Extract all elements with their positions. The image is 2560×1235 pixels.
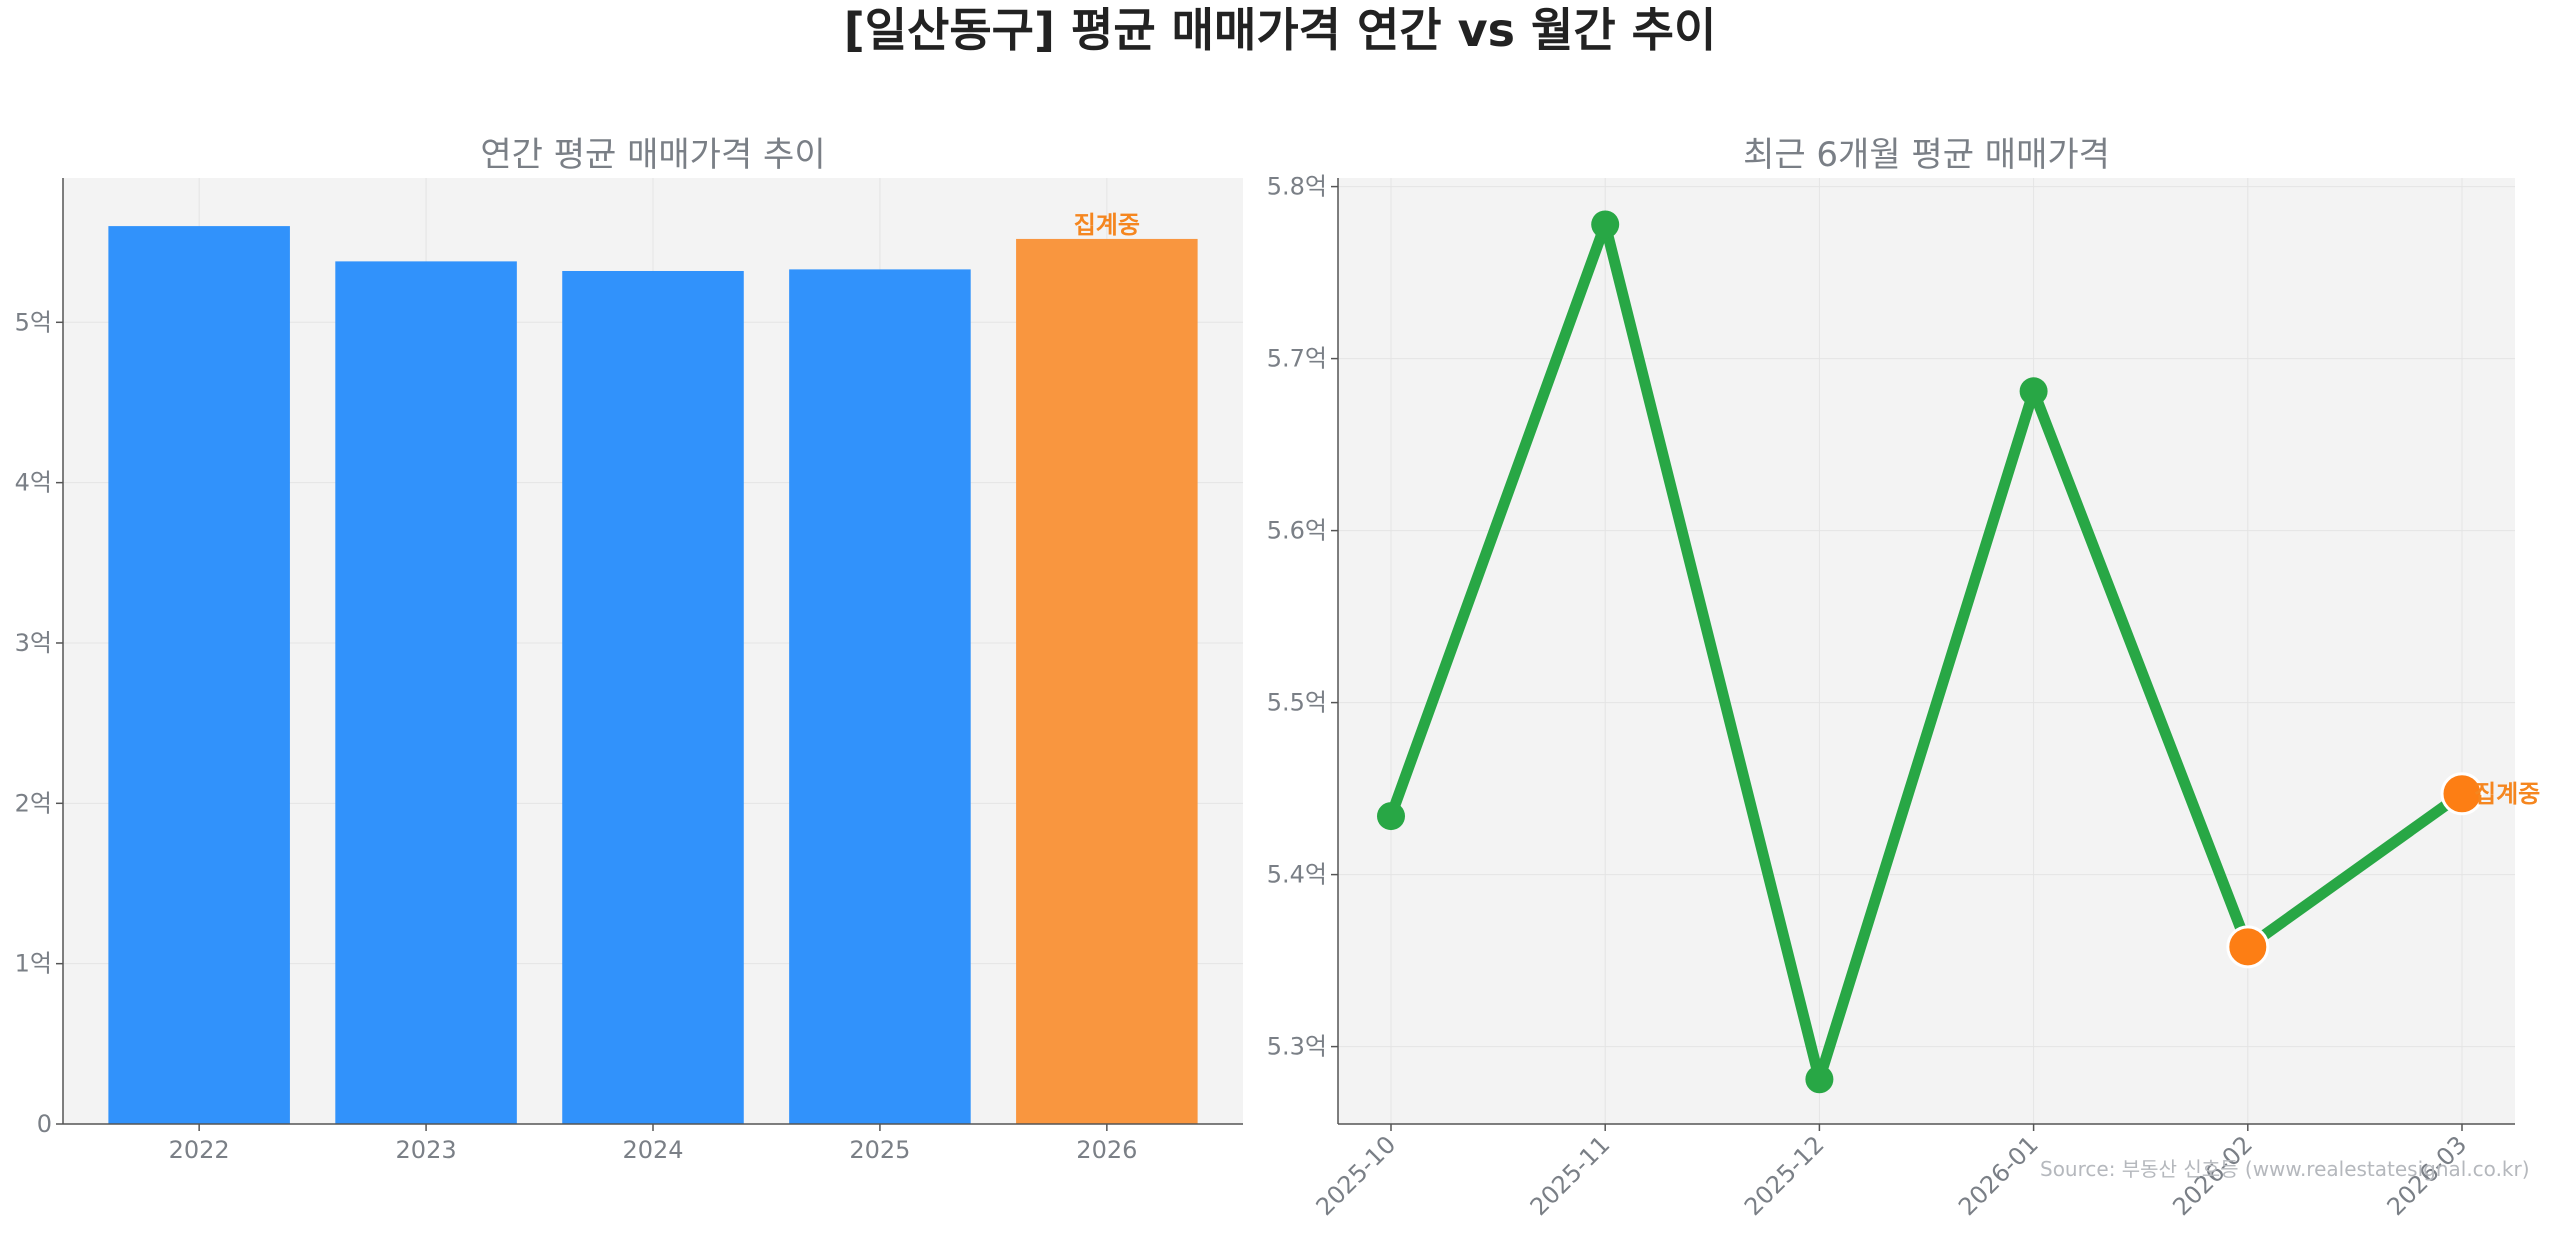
status-label-2026: 집계중 <box>1074 211 1140 239</box>
plot-area <box>1338 178 2515 1124</box>
y-tick-label: 1억 <box>15 950 52 978</box>
status-label-2026-03: 집계중 <box>2474 780 2540 808</box>
x-tick-label: 2026 <box>1076 1136 1137 1164</box>
x-tick-label: 2025 <box>849 1136 910 1164</box>
line-chart-monthly: 집계중 5.3억 5.4억 5.5억 5.6억 5.7억 5.8억 2025-10 2025-1… <box>1267 135 2541 1221</box>
series-line <box>1385 218 2468 1085</box>
x-tick-label: 2023 <box>396 1136 457 1164</box>
y-tick-label: 5.4억 <box>1267 861 1327 889</box>
bar-2025 <box>789 269 971 1125</box>
point-2025-12 <box>1805 1065 1834 1094</box>
bar-chart-title: 연간 평균 매매가격 추이 <box>480 135 825 175</box>
y-tick-label: 5.3억 <box>1267 1033 1327 1061</box>
x-tick-label: 2025-11 <box>1525 1130 1616 1221</box>
y-tick-label: 3억 <box>15 629 52 657</box>
y-tick-label: 2억 <box>15 789 52 817</box>
point-2026-02 <box>2226 925 2270 969</box>
point-2025-10 <box>1377 802 1405 831</box>
x-tick-label: 2024 <box>622 1136 683 1164</box>
x-tick-label: 2022 <box>169 1136 230 1164</box>
point-2026-01 <box>2019 377 2048 406</box>
source-note: Source: 부동산 신호등 (www.realestatesignal.co… <box>2040 1157 2530 1181</box>
y-tick-label: 5억 <box>15 308 52 336</box>
point-2025-11 <box>1591 210 1620 239</box>
y-tick-label: 5.7억 <box>1267 345 1327 373</box>
line-chart-title: 최근 6개월 평균 매매가격 <box>1743 135 2110 175</box>
bar-2022 <box>108 226 290 1125</box>
x-tick-label: 2025-12 <box>1739 1130 1830 1221</box>
y-tick-label: 5.5억 <box>1267 689 1327 717</box>
point-2026-03 <box>2440 772 2484 816</box>
y-tick-label: 5.6억 <box>1267 517 1327 545</box>
bar-2023 <box>335 261 517 1124</box>
y-tick-label: 4억 <box>15 469 52 497</box>
x-tick-label: 2026-01 <box>1953 1130 2044 1221</box>
y-tick-label: 0 <box>37 1110 52 1138</box>
bar-chart-annual: 집계중 0 1억 2억 3억 4억 5억 2022 2023 2024 2025 2026 연간 평균 … <box>15 135 1243 1164</box>
bar-2026 <box>1016 238 1198 1124</box>
y-tick-label: 5.8억 <box>1267 173 1327 201</box>
chart-main-title: [일산동구] 평균 매매가격 연간 vs 월간 추이 <box>843 3 1717 57</box>
bar-2024 <box>562 270 744 1125</box>
x-tick-label: 2025-10 <box>1311 1130 1402 1221</box>
